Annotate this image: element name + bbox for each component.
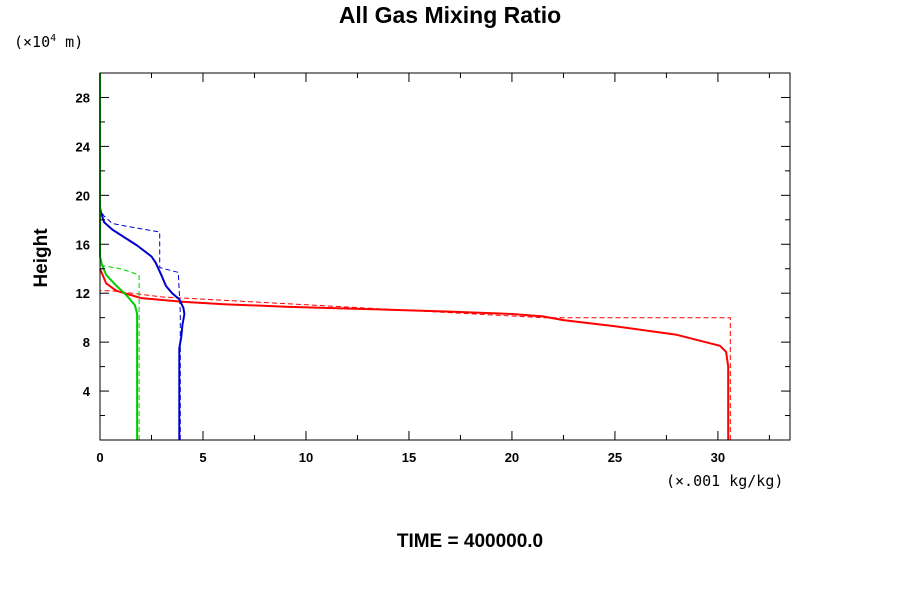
series-line-4	[99, 264, 140, 440]
y-tick-label: 20	[76, 188, 90, 203]
y-tick-label: 4	[83, 384, 91, 399]
y-axis-unit: (×104 m)	[14, 33, 83, 51]
y-tick-label: 28	[76, 90, 90, 105]
series-layer	[99, 73, 731, 440]
y-tick-label: 12	[76, 286, 90, 301]
axes-layer: 0 5 10 15 20 25 30 4 8 12 16 20 24 28	[76, 72, 791, 465]
y-tick-label: 16	[76, 237, 90, 252]
series-line-0	[100, 290, 731, 440]
series-line-2	[99, 209, 181, 440]
x-tick-label: 0	[96, 450, 103, 465]
series-line-5	[99, 73, 139, 440]
x-tick-label: 10	[299, 450, 313, 465]
time-label: TIME = 400000.0	[396, 531, 544, 552]
plot-frame	[99, 72, 791, 441]
x-tick-label: 30	[711, 450, 725, 465]
x-tick-label: 20	[505, 450, 519, 465]
y-tick-label: 8	[83, 335, 90, 350]
chart-title: All Gas Mixing Ratio	[338, 2, 562, 28]
y-unit-prefix: (×10	[14, 33, 51, 51]
x-tick-label: 15	[402, 450, 416, 465]
x-tick-label: 5	[199, 450, 206, 465]
y-unit-exponent: 4	[50, 33, 57, 44]
series-line-3	[99, 207, 186, 440]
x-tick-label: 25	[608, 450, 622, 465]
series-line-1	[99, 268, 730, 440]
x-axis-unit: (×.001 kg/kg)	[666, 472, 784, 490]
y-unit-suffix: m)	[56, 33, 84, 51]
y-tick-label: 24	[76, 139, 91, 154]
